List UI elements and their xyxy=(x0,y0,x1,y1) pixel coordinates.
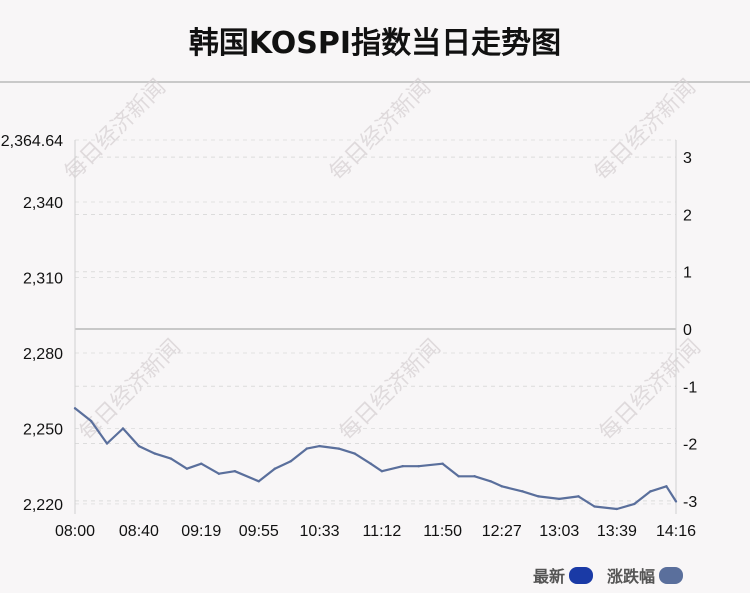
x-tick-label-8: 13:03 xyxy=(539,523,579,540)
x-tick-label-9: 13:39 xyxy=(597,523,637,540)
data-point-20 xyxy=(401,464,404,468)
data-point-22 xyxy=(441,462,444,465)
y-left-tick-label-4: 2,250 xyxy=(23,421,63,438)
data-point-30 xyxy=(577,495,580,498)
data-point-6 xyxy=(169,457,173,460)
data-point-10 xyxy=(233,470,237,473)
data-point-8 xyxy=(200,462,203,465)
y-left-tick-label-3: 2,280 xyxy=(23,346,63,363)
data-point-1 xyxy=(89,419,93,423)
data-point-11 xyxy=(257,480,261,483)
x-tick-label-2: 09:19 xyxy=(181,523,221,540)
data-point-13 xyxy=(289,459,292,463)
data-point-16 xyxy=(337,447,340,450)
watermark-1: 每日经济新闻 xyxy=(325,75,436,186)
legend-item-latest[interactable]: 最新 xyxy=(533,563,594,587)
x-tick-label-4: 10:33 xyxy=(300,523,340,540)
data-point-25 xyxy=(489,480,492,483)
y-left-tick-label-0: 2,364.64 xyxy=(1,133,63,150)
chart-title: 韩国KOSPI指数当日走势图 xyxy=(188,26,562,61)
data-point-9 xyxy=(217,472,221,475)
y-left-tick-label-5: 2,220 xyxy=(23,497,63,514)
data-point-18 xyxy=(369,462,372,465)
legend-label-change: 涨跌幅 xyxy=(607,567,656,586)
legend-item-change[interactable]: 涨跌幅 xyxy=(607,563,684,587)
legend-label-latest: 最新 xyxy=(533,567,566,586)
y-left-tick-label-1: 2,340 xyxy=(23,195,63,212)
data-point-34 xyxy=(649,490,652,493)
data-point-4 xyxy=(137,444,141,448)
y-right-tick-label-6: -3 xyxy=(683,494,697,511)
data-point-24 xyxy=(473,475,476,478)
data-point-0 xyxy=(73,407,77,410)
y-right-tick-label-0: 3 xyxy=(683,150,692,167)
y-left-tick-label-2: 2,310 xyxy=(23,270,63,287)
y-right-tick-label-4: -1 xyxy=(683,379,697,396)
data-point-2 xyxy=(105,442,109,445)
legend: 最新 涨跌幅 xyxy=(533,563,697,587)
watermark-2: 每日经济新闻 xyxy=(590,75,701,186)
data-point-21 xyxy=(417,464,420,468)
legend-swatch-change xyxy=(659,566,684,584)
x-tick-label-3: 09:55 xyxy=(239,523,279,540)
data-point-12 xyxy=(273,467,277,470)
watermark-3: 每日经济新闻 xyxy=(75,335,186,446)
series-line-0 xyxy=(74,407,677,511)
data-point-19 xyxy=(380,470,384,473)
data-point-14 xyxy=(305,447,308,450)
y-right-tick-label-3: 0 xyxy=(683,322,692,339)
data-point-33 xyxy=(633,502,636,506)
x-tick-label-1: 08:40 xyxy=(119,523,159,540)
data-point-3 xyxy=(121,427,125,430)
data-point-29 xyxy=(558,497,561,501)
x-tick-label-10: 14:16 xyxy=(656,523,696,540)
y-right-tick-label-1: 2 xyxy=(683,207,692,224)
data-point-7 xyxy=(185,467,189,470)
data-point-15 xyxy=(318,444,321,448)
data-point-17 xyxy=(353,452,356,455)
watermark-0: 每日经济新闻 xyxy=(60,75,171,186)
data-point-32 xyxy=(615,507,619,511)
y-right-tick-label-2: 1 xyxy=(683,265,692,282)
data-point-36 xyxy=(674,500,678,503)
data-point-31 xyxy=(593,505,596,508)
x-tick-label-5: 11:12 xyxy=(362,523,401,540)
data-point-35 xyxy=(665,485,668,488)
data-point-5 xyxy=(153,452,157,455)
data-point-28 xyxy=(537,495,540,498)
x-tick-label-0: 08:00 xyxy=(55,523,95,540)
data-point-23 xyxy=(457,475,460,478)
data-point-26 xyxy=(500,485,503,488)
legend-swatch-latest xyxy=(569,566,594,584)
title-divider xyxy=(0,81,750,83)
y-right-tick-label-5: -2 xyxy=(683,437,697,454)
x-tick-label-6: 11:50 xyxy=(423,523,462,540)
data-point-27 xyxy=(521,490,524,493)
x-tick-label-7: 12:27 xyxy=(482,523,522,540)
watermark-4: 每日经济新闻 xyxy=(335,335,446,446)
